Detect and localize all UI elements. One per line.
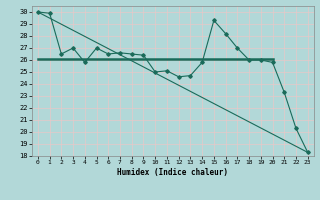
- X-axis label: Humidex (Indice chaleur): Humidex (Indice chaleur): [117, 168, 228, 177]
